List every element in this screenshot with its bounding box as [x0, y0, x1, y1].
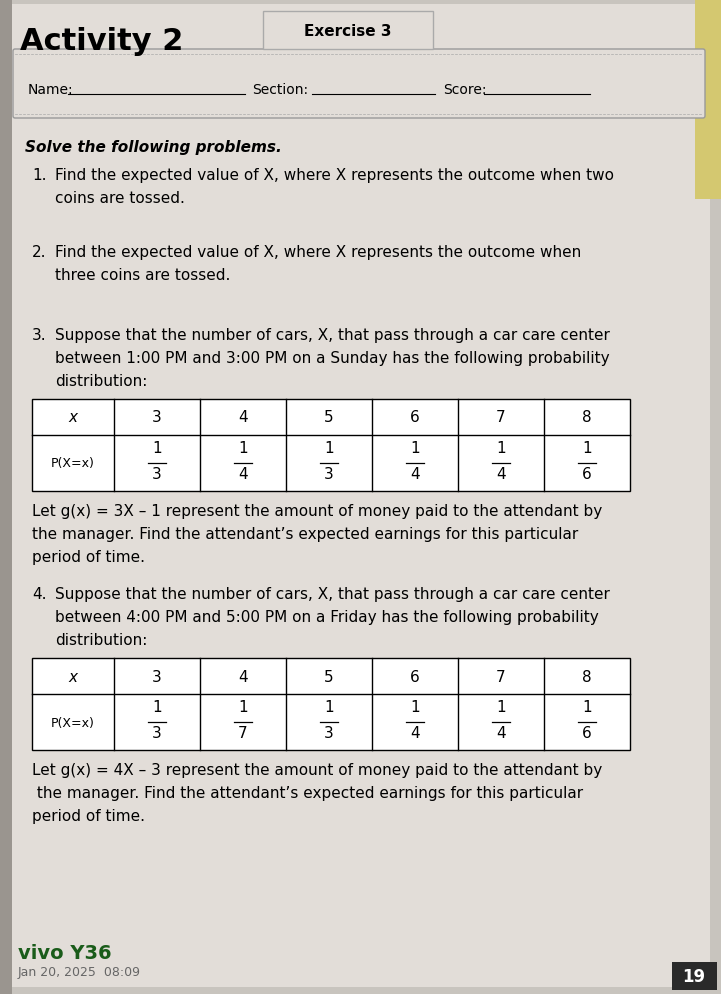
Text: Activity 2: Activity 2: [20, 28, 183, 57]
Text: Solve the following problems.: Solve the following problems.: [25, 140, 282, 155]
Text: Score:: Score:: [443, 83, 487, 96]
Text: 4: 4: [238, 466, 248, 481]
Text: 1: 1: [324, 440, 334, 455]
Text: 1: 1: [238, 700, 248, 715]
Text: 8: 8: [582, 669, 592, 684]
Text: between 1:00 PM and 3:00 PM on a Sunday has the following probability: between 1:00 PM and 3:00 PM on a Sunday …: [55, 351, 610, 366]
Text: 2.: 2.: [32, 245, 46, 259]
Text: 8: 8: [582, 411, 592, 425]
Bar: [672, 962, 717, 990]
Text: Exercise 3: Exercise 3: [304, 24, 392, 39]
Text: Name:: Name:: [28, 83, 74, 96]
Text: 4: 4: [496, 466, 506, 481]
Text: 1: 1: [324, 700, 334, 715]
Text: 7: 7: [496, 411, 506, 425]
Text: 5: 5: [324, 411, 334, 425]
Text: Jan 20, 2025  08:09: Jan 20, 2025 08:09: [18, 965, 141, 978]
Text: 1: 1: [410, 440, 420, 455]
Text: 4: 4: [410, 466, 420, 481]
Text: three coins are tossed.: three coins are tossed.: [55, 267, 231, 282]
Text: Find the expected value of X, where X represents the outcome when: Find the expected value of X, where X re…: [55, 245, 581, 259]
Text: 1: 1: [152, 700, 162, 715]
Text: 3: 3: [324, 726, 334, 741]
Text: 1: 1: [496, 440, 506, 455]
Text: 1.: 1.: [32, 168, 46, 183]
Text: 3.: 3.: [32, 328, 47, 343]
Text: 6: 6: [582, 466, 592, 481]
Text: Let g(x) = 4X – 3 represent the amount of money paid to the attendant by: Let g(x) = 4X – 3 represent the amount o…: [32, 762, 602, 777]
Text: Suppose that the number of cars, X, that pass through a car care center: Suppose that the number of cars, X, that…: [55, 328, 610, 343]
Text: 6: 6: [410, 669, 420, 684]
Text: 1: 1: [582, 700, 592, 715]
Text: P(X=x): P(X=x): [51, 457, 95, 470]
Text: 4: 4: [496, 726, 506, 741]
Text: 4: 4: [238, 411, 248, 425]
Text: 1: 1: [238, 440, 248, 455]
Bar: [32, 400, 630, 491]
Text: period of time.: period of time.: [32, 550, 145, 565]
Text: x: x: [68, 669, 77, 684]
Text: 3: 3: [152, 726, 162, 741]
FancyBboxPatch shape: [13, 50, 705, 119]
Text: vivo Y36: vivo Y36: [18, 943, 112, 962]
Text: Suppose that the number of cars, X, that pass through a car care center: Suppose that the number of cars, X, that…: [55, 586, 610, 601]
Text: 3: 3: [152, 669, 162, 684]
Text: Section:: Section:: [252, 83, 308, 96]
Bar: [0, 0, 12, 994]
Text: 5: 5: [324, 669, 334, 684]
Text: between 4:00 PM and 5:00 PM on a Friday has the following probability: between 4:00 PM and 5:00 PM on a Friday …: [55, 609, 598, 624]
Text: 4.: 4.: [32, 586, 46, 601]
Text: 7: 7: [496, 669, 506, 684]
Text: 6: 6: [582, 726, 592, 741]
Text: 3: 3: [324, 466, 334, 481]
Text: 4: 4: [238, 669, 248, 684]
Text: distribution:: distribution:: [55, 374, 147, 389]
Bar: [32, 658, 630, 750]
Text: the manager. Find the attendant’s expected earnings for this particular: the manager. Find the attendant’s expect…: [32, 527, 578, 542]
Text: 19: 19: [683, 967, 706, 985]
Text: distribution:: distribution:: [55, 632, 147, 647]
Text: the manager. Find the attendant’s expected earnings for this particular: the manager. Find the attendant’s expect…: [32, 785, 583, 800]
Text: P(X=x): P(X=x): [51, 716, 95, 729]
Text: 1: 1: [152, 440, 162, 455]
FancyBboxPatch shape: [263, 12, 433, 50]
Text: 7: 7: [238, 726, 248, 741]
Text: 1: 1: [496, 700, 506, 715]
Text: Let g(x) = 3X – 1 represent the amount of money paid to the attendant by: Let g(x) = 3X – 1 represent the amount o…: [32, 504, 602, 519]
Text: coins are tossed.: coins are tossed.: [55, 191, 185, 206]
Text: x: x: [68, 411, 77, 425]
Text: 1: 1: [410, 700, 420, 715]
Text: period of time.: period of time.: [32, 808, 145, 823]
Text: Find the expected value of X, where X represents the outcome when two: Find the expected value of X, where X re…: [55, 168, 614, 183]
FancyBboxPatch shape: [10, 5, 710, 987]
Text: 4: 4: [410, 726, 420, 741]
Text: 1: 1: [582, 440, 592, 455]
Text: 6: 6: [410, 411, 420, 425]
Text: 3: 3: [152, 466, 162, 481]
Bar: [695, 0, 721, 200]
Text: 3: 3: [152, 411, 162, 425]
